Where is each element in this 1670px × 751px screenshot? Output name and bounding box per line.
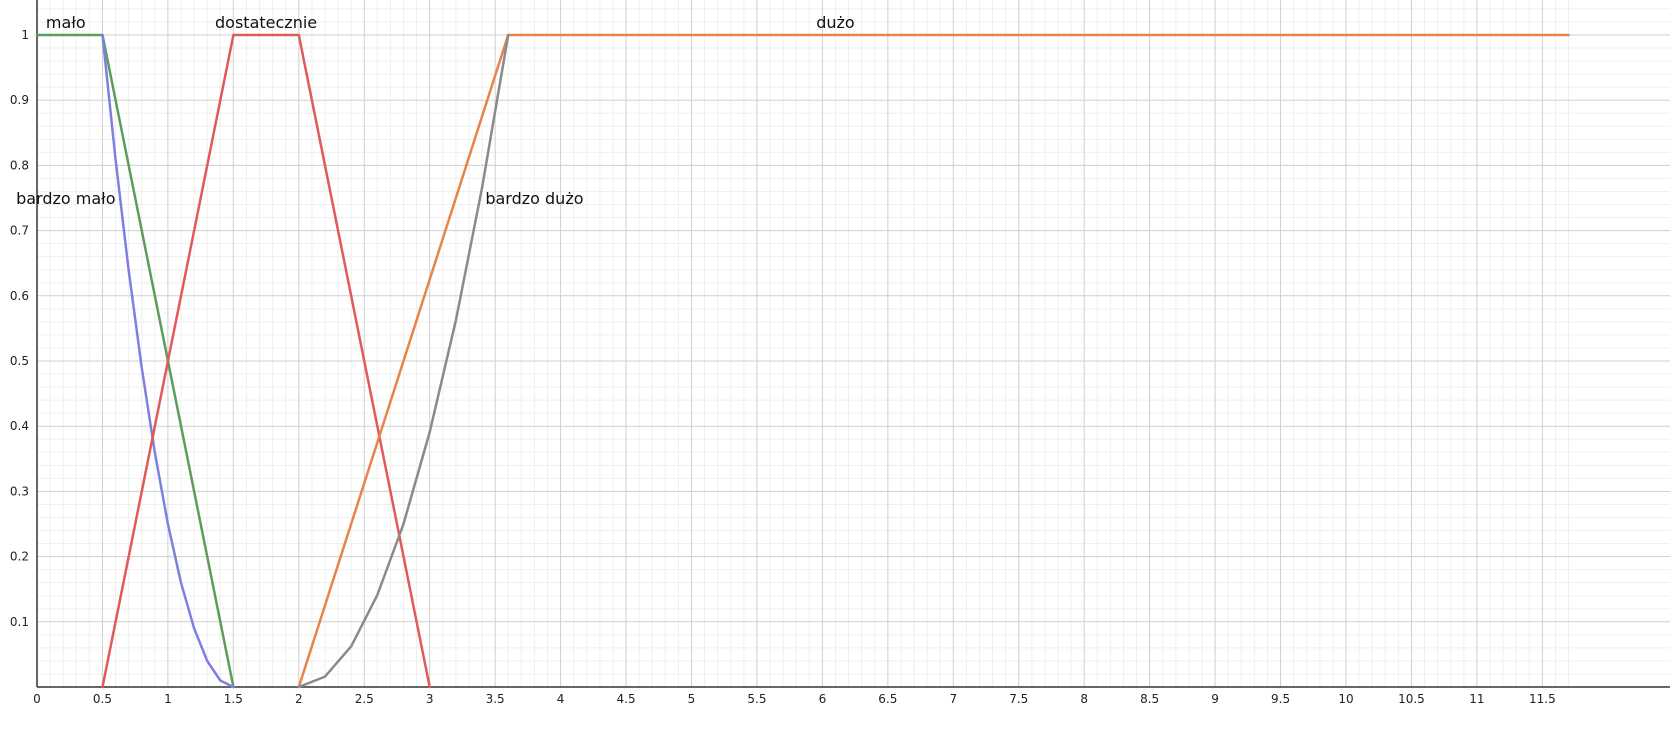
x-tick-label: 0 — [33, 692, 41, 706]
series-line-4 — [297, 33, 510, 689]
y-tick-label: 0.7 — [10, 224, 29, 238]
y-tick-label: 0.6 — [10, 289, 29, 303]
y-tick-label: 0.5 — [10, 354, 29, 368]
series-annotation: dostatecznie — [215, 13, 317, 32]
axes — [36, 0, 1670, 688]
series-line-2 — [101, 33, 431, 689]
x-tick-label: 8 — [1080, 692, 1088, 706]
x-tick-label: 11.5 — [1529, 692, 1556, 706]
x-tick-label: 7.5 — [1009, 692, 1028, 706]
x-tick-label: 8.5 — [1140, 692, 1159, 706]
series-lines — [35, 33, 1570, 689]
x-tick-label: 1.5 — [224, 692, 243, 706]
y-axis-tick-labels: 0.1 0.2 0.3 0.4 0.5 0.6 0.7 0.8 0.9 1 — [10, 28, 29, 629]
y-tick-label: 0.2 — [10, 550, 29, 564]
x-tick-label: 4.5 — [617, 692, 636, 706]
series-annotation: mało — [46, 13, 86, 32]
y-tick-label: 0.3 — [10, 484, 29, 498]
x-tick-label: 6 — [819, 692, 827, 706]
x-axis-tick-labels: 0 0.5 1 1.5 2 2.5 3 3.5 4 4.5 5 5.5 6 6.5 7 7.5 8 8.5 9 9.5… — [33, 692, 1556, 706]
series-annotation: dużo — [816, 13, 854, 32]
x-tick-label: 6.5 — [878, 692, 897, 706]
y-tick-label: 0.8 — [10, 158, 29, 172]
x-tick-label: 10.5 — [1398, 692, 1425, 706]
y-tick-label: 0.9 — [10, 93, 29, 107]
x-tick-label: 5 — [688, 692, 696, 706]
series-annotation: bardzo mało — [16, 189, 115, 208]
series-annotation: bardzo dużo — [485, 189, 583, 208]
x-tick-label: 9 — [1211, 692, 1219, 706]
x-tick-label: 4 — [557, 692, 565, 706]
y-tick-label: 0.4 — [10, 419, 29, 433]
x-tick-label: 1 — [164, 692, 172, 706]
x-tick-label: 2 — [295, 692, 303, 706]
series-line-1 — [101, 33, 235, 689]
x-tick-label: 5.5 — [747, 692, 766, 706]
series-annotations: mało dostatecznie dużo bardzo mało bardzo du… — [16, 13, 855, 208]
x-tick-label: 9.5 — [1271, 692, 1290, 706]
x-tick-label: 7 — [949, 692, 957, 706]
x-tick-label: 11 — [1469, 692, 1484, 706]
x-tick-label: 2.5 — [355, 692, 374, 706]
major-gridlines — [37, 0, 1670, 687]
x-tick-label: 0.5 — [93, 692, 112, 706]
x-tick-label: 3.5 — [486, 692, 505, 706]
minor-gridlines — [37, 0, 1670, 687]
y-tick-label: 0.1 — [10, 615, 29, 629]
y-tick-label: 1 — [21, 28, 29, 42]
x-tick-label: 3 — [426, 692, 434, 706]
x-tick-label: 10 — [1338, 692, 1353, 706]
